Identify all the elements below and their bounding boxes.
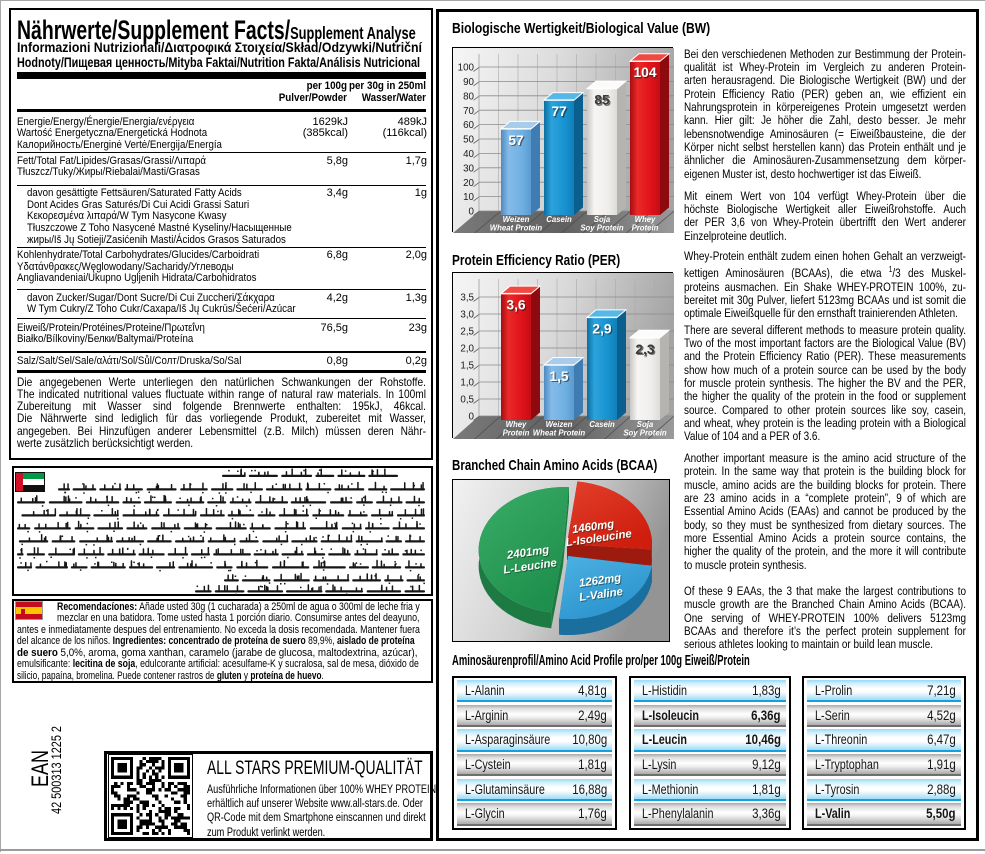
svg-text:1,5: 1,5 (549, 369, 569, 384)
svg-text:Casein: Casein (546, 215, 572, 224)
svg-text:1,5: 1,5 (460, 361, 474, 372)
svg-text:2,9: 2,9 (594, 323, 614, 338)
svg-text:70: 70 (463, 106, 474, 117)
svg-text:2401mg: 2401mg (505, 544, 550, 562)
svg-text:104: 104 (635, 66, 658, 81)
svg-text:0: 0 (469, 412, 475, 423)
svg-text:3,5: 3,5 (460, 293, 474, 304)
svg-text:Wheat Protein: Wheat Protein (490, 224, 543, 233)
svg-text:Wheat Protein: Wheat Protein (533, 429, 586, 438)
svg-text:30: 30 (463, 163, 474, 174)
svg-text:57: 57 (508, 133, 524, 148)
svg-text:Soja: Soja (594, 215, 611, 224)
svg-text:0,5: 0,5 (460, 395, 474, 406)
svg-text:1460mg: 1460mg (571, 518, 615, 536)
svg-text:40: 40 (463, 149, 474, 160)
svg-text:2,5: 2,5 (460, 327, 474, 338)
svg-text:Whey: Whey (635, 215, 656, 224)
svg-text:Soja: Soja (637, 420, 654, 429)
svg-text:1,5: 1,5 (551, 370, 571, 385)
svg-text:3,0: 3,0 (460, 310, 474, 321)
svg-text:Whey: Whey (506, 420, 527, 429)
svg-text:1460mg: 1460mg (572, 519, 616, 537)
svg-text:2,0: 2,0 (460, 344, 474, 355)
svg-text:1262mg: 1262mg (578, 572, 622, 590)
svg-text:104: 104 (633, 65, 656, 80)
svg-text:20: 20 (463, 178, 474, 189)
svg-text:1262mg: 1262mg (579, 573, 623, 591)
svg-text:Protein: Protein (632, 224, 659, 233)
svg-text:Casein: Casein (589, 420, 615, 429)
svg-text:2,3: 2,3 (635, 342, 655, 357)
svg-text:2401mg: 2401mg (506, 545, 551, 563)
svg-text:3,6: 3,6 (506, 298, 526, 313)
svg-text:57: 57 (510, 134, 526, 149)
svg-text:60: 60 (463, 120, 474, 131)
svg-text:Soy Protein: Soy Protein (623, 429, 667, 438)
svg-text:3,6: 3,6 (508, 299, 528, 314)
svg-text:90: 90 (463, 77, 474, 88)
svg-text:42 500313 1225 2: 42 500313 1225 2 (48, 726, 64, 814)
svg-text:0: 0 (469, 207, 475, 218)
svg-text:Weizen: Weizen (546, 420, 573, 429)
svg-text:2,9: 2,9 (592, 321, 612, 336)
svg-text:77: 77 (553, 105, 569, 120)
svg-text:2,3: 2,3 (637, 343, 657, 358)
svg-text:Soy Protein: Soy Protein (580, 224, 624, 233)
svg-text:Protein: Protein (503, 429, 530, 438)
svg-text:80: 80 (463, 91, 474, 102)
svg-text:77: 77 (551, 104, 567, 119)
svg-text:10: 10 (463, 192, 474, 203)
svg-text:EAN: EAN (27, 750, 54, 787)
svg-text:85: 85 (596, 94, 612, 109)
svg-text:50: 50 (463, 135, 474, 146)
svg-text:85: 85 (594, 93, 610, 108)
svg-text:Weizen: Weizen (503, 215, 530, 224)
svg-text:1,0: 1,0 (460, 378, 474, 389)
svg-text:100: 100 (458, 63, 475, 74)
